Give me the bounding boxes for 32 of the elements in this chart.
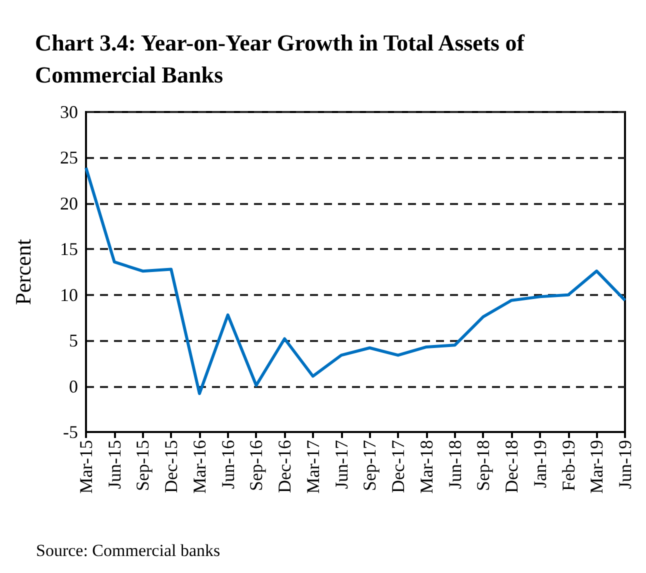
x-tick-label: Jun-15 <box>104 440 124 489</box>
x-tick-label: Jun-18 <box>444 440 465 489</box>
x-tick-label: Dec-18 <box>502 440 522 493</box>
x-tick-label: Mar-16 <box>189 440 210 494</box>
x-tick-label: Dec-17 <box>388 440 408 493</box>
source-note: Source: Commercial banks <box>36 541 220 560</box>
y-tick-label: 15 <box>60 239 78 260</box>
x-tick-label: Jan-19 <box>530 440 550 488</box>
y-axis-title: Percent <box>10 239 36 305</box>
y-tick-label: -5 <box>63 422 78 442</box>
chart-title: Chart 3.4: Year-on-Year Growth in Total Assets of Commercial Banks <box>35 30 530 88</box>
x-tick-label: Sep-17 <box>360 440 380 491</box>
x-tick-label: Feb-19 <box>558 440 578 491</box>
x-tick-label: Sep-16 <box>246 440 266 491</box>
x-tick-label: Jun-19 <box>615 440 635 489</box>
y-tick-label: 30 <box>60 102 78 122</box>
x-tick-label: Mar-17 <box>302 440 323 494</box>
x-tick-label: Dec-15 <box>161 440 182 493</box>
y-tick-label: 10 <box>60 284 78 305</box>
x-tick-label: Mar-18 <box>416 440 436 494</box>
x-tick-label: Sep-18 <box>473 440 494 491</box>
line-series <box>84 166 626 396</box>
x-tick-label: Jun-16 <box>218 440 238 489</box>
y-tick-label: 25 <box>60 148 78 168</box>
y-tick-label: 0 <box>69 376 78 396</box>
y-tick-label: 20 <box>60 193 78 214</box>
x-tick-label: Mar-15 <box>76 440 96 494</box>
x-tick-label: Jun-17 <box>331 440 352 489</box>
x-tick-label: Mar-19 <box>586 440 607 494</box>
x-tick-label: Dec-16 <box>274 440 295 493</box>
y-tick-label: 5 <box>69 330 78 351</box>
x-tick-label: Sep-15 <box>132 440 153 491</box>
